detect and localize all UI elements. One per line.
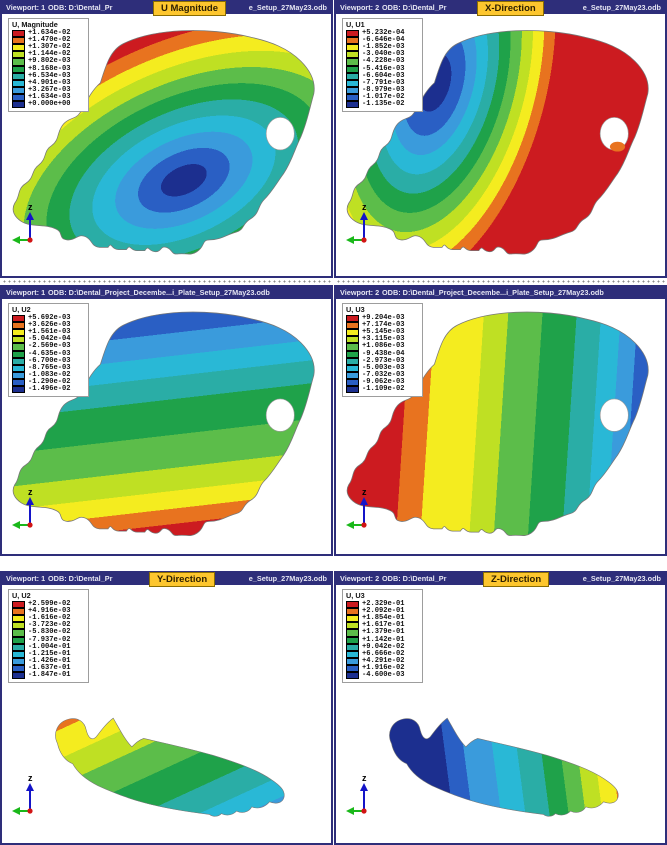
svg-text:z: z <box>28 773 33 783</box>
svg-text:z: z <box>362 773 367 783</box>
svg-text:z: z <box>362 202 367 212</box>
svg-text:z: z <box>28 202 33 212</box>
svg-text:z: z <box>28 487 33 497</box>
svg-text:z: z <box>362 487 367 497</box>
